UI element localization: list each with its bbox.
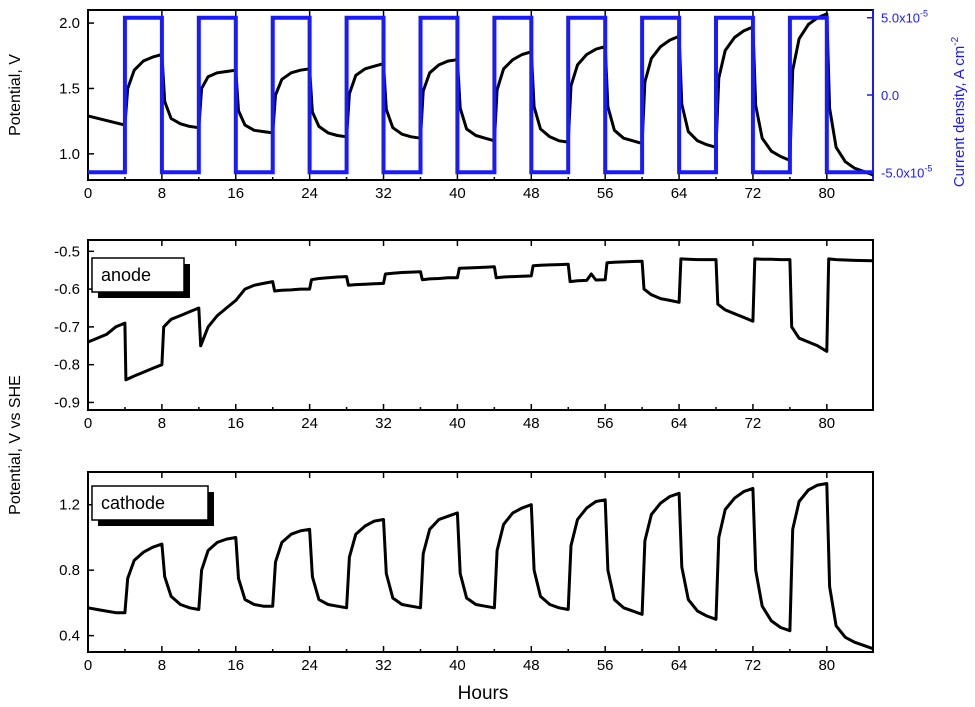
x-tick-label: 48 bbox=[523, 185, 540, 202]
x-tick-label: 72 bbox=[745, 657, 762, 674]
y-tick-label: 1.2 bbox=[59, 497, 80, 514]
bottom-panel-frame bbox=[87, 471, 874, 653]
x-tick-label: 40 bbox=[449, 415, 466, 432]
y-tick-label: -0.6 bbox=[54, 281, 80, 298]
x-tick-label: 16 bbox=[227, 415, 244, 432]
y-tick-label: -0.9 bbox=[54, 394, 80, 411]
x-tick-label: 72 bbox=[745, 185, 762, 202]
x-tick-label: 0 bbox=[84, 415, 92, 432]
x-tick-label: 0 bbox=[84, 657, 92, 674]
x-tick-label: 56 bbox=[597, 415, 614, 432]
cathode-label: cathode bbox=[91, 485, 214, 526]
x-tick-label: 32 bbox=[375, 415, 392, 432]
x-tick-label: 24 bbox=[301, 657, 318, 674]
x-tick-label: 16 bbox=[227, 185, 244, 202]
x-tick-label: 56 bbox=[597, 185, 614, 202]
tick-layer: 0 8 16 24 32 40 48 56 64 72 801.01.52.0 5.0x10-50.0… bbox=[54, 9, 932, 674]
x-tick-label: 8 bbox=[158, 657, 166, 674]
x-tick-label: 64 bbox=[671, 185, 688, 202]
x-axis-title: Hours bbox=[458, 683, 509, 704]
x-tick-label: 24 bbox=[301, 415, 318, 432]
lower-y-axis-title: Potential, V vs SHE bbox=[7, 375, 24, 515]
anode-label-text: anode bbox=[101, 265, 151, 285]
current-density-series bbox=[88, 15, 873, 175]
y-tick-label: -0.8 bbox=[54, 357, 80, 374]
x-tick-label: 40 bbox=[449, 657, 466, 674]
x-tick-label: 32 bbox=[375, 657, 392, 674]
right-y-axis-title: Current density, A cm-2 bbox=[950, 36, 968, 187]
y-tick-label: 0.4 bbox=[59, 628, 80, 645]
series-layer bbox=[87, 12, 874, 651]
x-tick-label: 8 bbox=[158, 185, 166, 202]
y-tick-label: -0.5 bbox=[54, 243, 80, 260]
y2-tick-label: -5.0x10-5 bbox=[881, 163, 932, 180]
x-tick-label: 64 bbox=[671, 415, 688, 432]
x-tick-label: 56 bbox=[597, 657, 614, 674]
x-tick-label: 0 bbox=[84, 185, 92, 202]
anode-label-box bbox=[91, 257, 185, 293]
right-y-axis-title-exponent: -2 bbox=[950, 36, 961, 45]
y-tick-label: 1.5 bbox=[59, 80, 80, 97]
x-tick-label: 80 bbox=[818, 185, 835, 202]
x-tick-label: 80 bbox=[818, 415, 835, 432]
y-tick-label: 0.8 bbox=[59, 562, 80, 579]
y2-tick-label: 5.0x10-5 bbox=[881, 9, 928, 26]
x-tick-label: 48 bbox=[523, 415, 540, 432]
x-tick-label: 64 bbox=[671, 657, 688, 674]
anode-label: anode bbox=[91, 257, 190, 298]
y-tick-label: 1.0 bbox=[59, 146, 80, 163]
anode-potential-series bbox=[87, 257, 874, 382]
cathode-label-box bbox=[91, 485, 209, 521]
y-tick-label: 2.0 bbox=[59, 15, 80, 32]
middle-panel-frame bbox=[87, 239, 874, 411]
cathode-potential-series bbox=[87, 482, 874, 651]
x-tick-label: 16 bbox=[227, 657, 244, 674]
x-tick-label: 40 bbox=[449, 185, 466, 202]
top-y-axis-title: Potential, V bbox=[7, 54, 24, 136]
y2-tick-label: 0.0 bbox=[881, 88, 899, 103]
x-tick-label: 72 bbox=[745, 415, 762, 432]
cell-potential-series bbox=[87, 12, 874, 177]
x-tick-label: 80 bbox=[818, 657, 835, 674]
x-tick-label: 48 bbox=[523, 657, 540, 674]
y-tick-label: -0.7 bbox=[54, 319, 80, 336]
right-y-axis-title-text: Current density, A cm bbox=[951, 46, 968, 187]
x-tick-label: 24 bbox=[301, 185, 318, 202]
x-tick-label: 32 bbox=[375, 185, 392, 202]
cathode-label-text: cathode bbox=[101, 493, 165, 513]
x-tick-label: 8 bbox=[158, 415, 166, 432]
